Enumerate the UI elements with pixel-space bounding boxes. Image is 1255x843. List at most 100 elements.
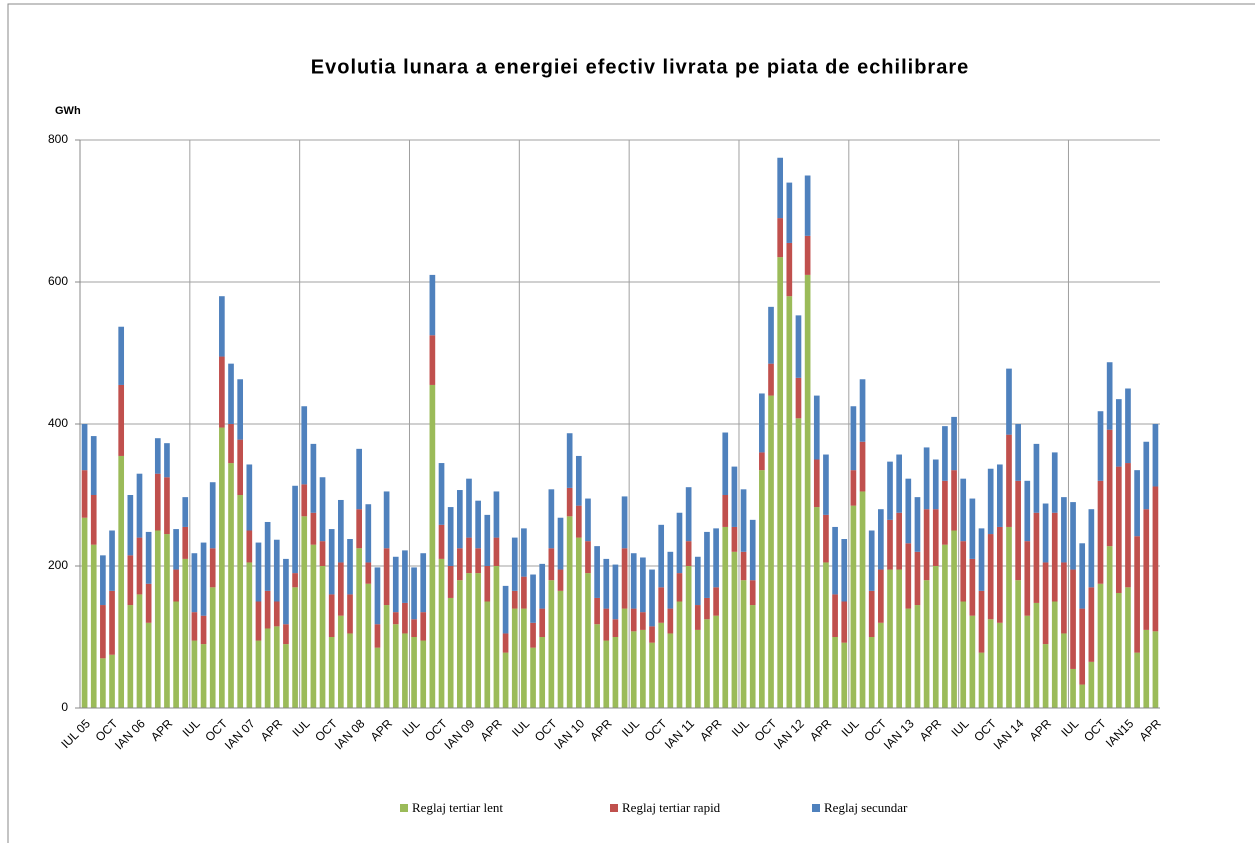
bar-segment <box>841 601 848 643</box>
bar-segment <box>896 569 902 708</box>
bar-segment <box>804 235 811 275</box>
bar-segment <box>1070 668 1076 708</box>
bar-segment <box>557 590 564 708</box>
bar-segment <box>219 296 225 357</box>
bar-segment <box>319 566 326 708</box>
bar-segment <box>704 531 710 598</box>
bar-segment <box>987 534 994 620</box>
bar-segment <box>612 564 619 620</box>
bar-segment <box>511 537 518 591</box>
x-tick-label: IUL <box>180 716 203 739</box>
bar-segment <box>603 608 610 641</box>
bar-segment <box>1106 546 1113 708</box>
bar-segment <box>585 573 591 708</box>
bar-segment <box>649 569 655 627</box>
bar-segment <box>237 379 244 440</box>
bar-segment <box>685 487 692 542</box>
bar-segment <box>859 379 866 442</box>
bar-segment <box>383 548 390 606</box>
bar-segment <box>1106 362 1113 430</box>
bar-segment <box>859 441 866 492</box>
bar-segment <box>667 633 674 708</box>
bar-segment <box>1015 580 1021 708</box>
bar-segment <box>1033 443 1040 513</box>
bar-segment <box>749 605 756 708</box>
bar-segment <box>136 473 143 538</box>
bar-segment <box>530 574 536 623</box>
bar-segment <box>383 605 390 708</box>
bar-segment <box>951 530 957 708</box>
bar-segment <box>338 562 344 616</box>
bar-segment <box>420 553 427 613</box>
bar-segment <box>475 573 481 708</box>
bar-segment <box>694 605 701 630</box>
bar-segment <box>932 509 939 566</box>
bar-segment <box>575 537 582 708</box>
bar-segment <box>813 459 820 508</box>
bar-segment <box>246 464 253 531</box>
bar-segment <box>438 558 445 708</box>
bar-segment <box>832 526 838 595</box>
bar-segment <box>832 637 838 708</box>
bar-segment <box>749 580 756 606</box>
bar-segment <box>136 537 143 595</box>
bar-segment <box>878 622 884 708</box>
bar-segment <box>868 590 875 637</box>
bar-segment <box>594 624 600 708</box>
bar-segment <box>667 608 674 634</box>
bar-segment <box>1042 503 1049 563</box>
bar-segment <box>484 566 491 602</box>
x-tick-label: IUL <box>948 716 971 739</box>
bar-segment <box>109 530 115 591</box>
x-tick-label: IAN15 <box>1103 716 1137 750</box>
x-tick-label: IAN 13 <box>881 716 917 752</box>
bar-segment <box>246 530 253 563</box>
bar-segment <box>493 491 500 538</box>
bar-segment <box>493 566 500 708</box>
bar-segment <box>319 477 326 542</box>
bar-segment <box>1070 569 1076 669</box>
bar-segment <box>301 484 308 517</box>
bar-segment <box>722 495 729 527</box>
bar-segment <box>383 491 390 549</box>
bar-segment <box>749 519 756 581</box>
bar-segment <box>777 257 784 708</box>
bar-segment <box>1024 615 1031 708</box>
bar-segment <box>1125 388 1131 464</box>
bar-segment <box>530 622 536 648</box>
legend-label: Reglaj tertiar lent <box>412 800 503 815</box>
bar-segment <box>1097 411 1104 481</box>
bar-segment <box>640 612 646 630</box>
bar-segment <box>1088 509 1095 588</box>
bar-segment <box>429 274 436 336</box>
bar-segment <box>1152 486 1159 632</box>
x-tick-label: IUL <box>839 716 862 739</box>
bar-segment <box>676 573 683 602</box>
bar-segment <box>850 406 857 471</box>
bar-segment <box>1079 543 1086 609</box>
bar-segment <box>154 530 161 708</box>
bar-segment <box>1088 661 1095 708</box>
x-tick-label: IUL 05 <box>58 716 93 751</box>
bar-segment <box>1152 631 1159 708</box>
bar-segment <box>273 601 280 627</box>
bar-segment <box>960 478 967 542</box>
x-tick-label: IAN 11 <box>662 716 697 751</box>
bar-segment <box>511 608 518 708</box>
bar-segment <box>1006 368 1012 435</box>
bar-segment <box>100 605 106 659</box>
bar-segment <box>777 218 784 258</box>
bar-segment <box>987 619 994 708</box>
bar-segment <box>1115 592 1122 708</box>
bar-segment <box>447 566 454 598</box>
bar-segment <box>850 505 857 708</box>
bar-segment <box>713 615 719 708</box>
bar-segment <box>658 622 665 708</box>
bar-segment <box>173 601 179 708</box>
bar-segment <box>392 624 399 708</box>
bar-segment <box>832 594 838 637</box>
x-tick-label: APR <box>477 716 505 744</box>
bar-segment <box>109 590 115 655</box>
bar-segment <box>1125 587 1131 708</box>
bar-segment <box>118 455 125 708</box>
